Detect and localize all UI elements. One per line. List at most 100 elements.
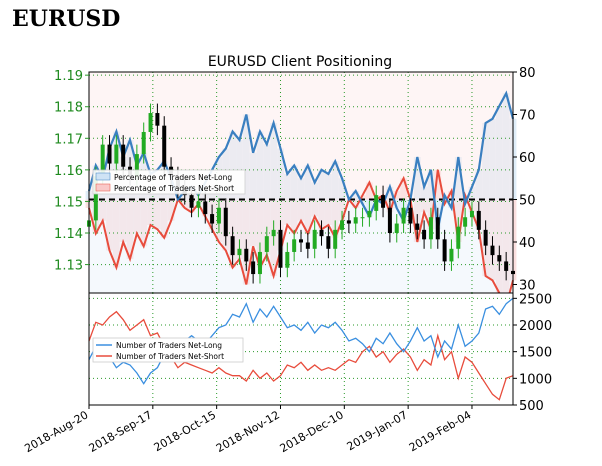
net-long-shade-band: [331, 161, 339, 200]
price-tick-label: 1.18: [54, 101, 83, 116]
net-short-shade-band: [140, 199, 148, 247]
net-short-shade-band: [126, 199, 134, 259]
candle-body: [141, 131, 146, 155]
net-long-shade-band: [338, 178, 346, 200]
legend-swatch-net-short: [95, 183, 111, 192]
candle-body: [271, 229, 276, 237]
price-tick-label: 1.16: [54, 164, 83, 179]
candle-body: [93, 176, 98, 221]
count-net-long-line: [88, 297, 514, 385]
candle-body: [387, 207, 392, 234]
price-tick-label: 1.17: [54, 132, 83, 147]
percent-tick-label: 50: [519, 194, 536, 209]
net-short-shade-band: [338, 199, 346, 221]
candle-body: [394, 223, 399, 234]
net-short-shade-band: [400, 178, 407, 200]
candle-body: [285, 251, 290, 268]
legend-label-count-net-long: Number of Traders Net-Long: [116, 341, 222, 350]
percent-tick-label: 80: [519, 66, 536, 81]
candle-body: [428, 217, 433, 240]
net-short-shade-band: [283, 199, 291, 225]
candle-body: [469, 210, 474, 218]
price-tick-label: 1.13: [54, 259, 83, 274]
upper-legend: Percentage of Traders Net-Long Percentage…: [92, 169, 246, 195]
legend-label-count-net-short: Number of Traders Net-Short: [116, 352, 224, 361]
net-long-shade-band: [502, 93, 510, 200]
net-long-shade-band: [386, 186, 394, 200]
net-long-shade-band: [482, 123, 490, 200]
candle-body: [312, 229, 317, 249]
candle-body: [456, 226, 461, 249]
net-short-shade-band: [147, 199, 154, 225]
candle-body: [134, 154, 139, 177]
candle-body: [435, 217, 440, 240]
net-long-shade-band: [413, 157, 421, 200]
net-long-shade-band: [420, 186, 428, 200]
x-tick-label: 2019-Jan-07: [345, 408, 410, 453]
net-long-shade-band: [489, 118, 496, 200]
candle-body: [203, 201, 208, 215]
net-short-shade-band: [420, 199, 428, 213]
net-long-shade-band: [297, 178, 305, 200]
candle-body: [476, 210, 481, 230]
candle-body: [319, 229, 324, 237]
candle-body: [216, 207, 221, 224]
candle-body: [196, 201, 201, 208]
net-long-shade-band: [229, 131, 237, 200]
net-long-shade-band: [311, 182, 319, 200]
net-short-shade-band: [434, 169, 442, 200]
candle-body: [230, 236, 235, 256]
net-short-shade-band: [318, 199, 325, 230]
candle-body: [497, 255, 502, 262]
candle-body: [121, 144, 126, 167]
net-short-shade-band: [311, 199, 319, 217]
candle-body: [210, 214, 215, 224]
x-tick-label: 2018-Sep-17: [87, 408, 155, 455]
net-long-shade-band: [318, 169, 325, 200]
percent-tick-label: 70: [519, 109, 536, 124]
candle-body: [251, 261, 256, 275]
candle-body: [155, 113, 160, 126]
net-short-shade-band: [133, 199, 141, 234]
count-tick-label: 500: [519, 399, 544, 414]
candle-body: [189, 195, 194, 208]
net-long-shade-band: [352, 191, 360, 200]
net-short-shade-band: [119, 199, 127, 242]
net-long-shade-band: [468, 186, 476, 200]
count-tick-label: 2500: [519, 292, 552, 307]
net-long-shade-band: [393, 199, 401, 208]
candle-body: [381, 195, 386, 208]
candle-body: [463, 217, 468, 227]
candle-body: [340, 220, 345, 230]
net-short-shade-band: [359, 195, 366, 200]
percent-tick-label: 30: [519, 279, 536, 294]
net-long-shade-band: [324, 174, 332, 200]
net-short-shade-band: [167, 199, 175, 221]
candle-body: [374, 195, 379, 211]
candle-body: [299, 239, 303, 243]
x-tick-label: 2018-Dec-10: [278, 408, 346, 455]
net-long-shade-band: [283, 174, 291, 200]
net-long-shade-band: [270, 123, 278, 200]
candle-body: [367, 210, 372, 218]
candle-body: [333, 229, 338, 249]
count-tick-label: 2000: [519, 319, 552, 334]
candle-body: [442, 239, 447, 262]
net-short-shade-band: [106, 199, 113, 251]
percent-tick-label: 40: [519, 236, 536, 251]
percent-tick-label: 60: [519, 151, 536, 166]
candle-body: [408, 207, 413, 224]
candle-body: [415, 223, 420, 230]
count-tick-label: 1000: [519, 372, 552, 387]
net-short-shade-band: [324, 199, 332, 225]
candle-body: [360, 217, 365, 219]
net-long-shade-band: [427, 169, 435, 200]
count-tick-label: 1500: [519, 346, 552, 361]
net-short-line: [88, 169, 514, 309]
net-long-shade-band: [495, 106, 503, 200]
price-tick-label: 1.15: [54, 195, 83, 210]
price-tick-label: 1.14: [54, 227, 83, 242]
candle-body: [162, 125, 167, 167]
net-short-shade-band: [290, 199, 298, 234]
